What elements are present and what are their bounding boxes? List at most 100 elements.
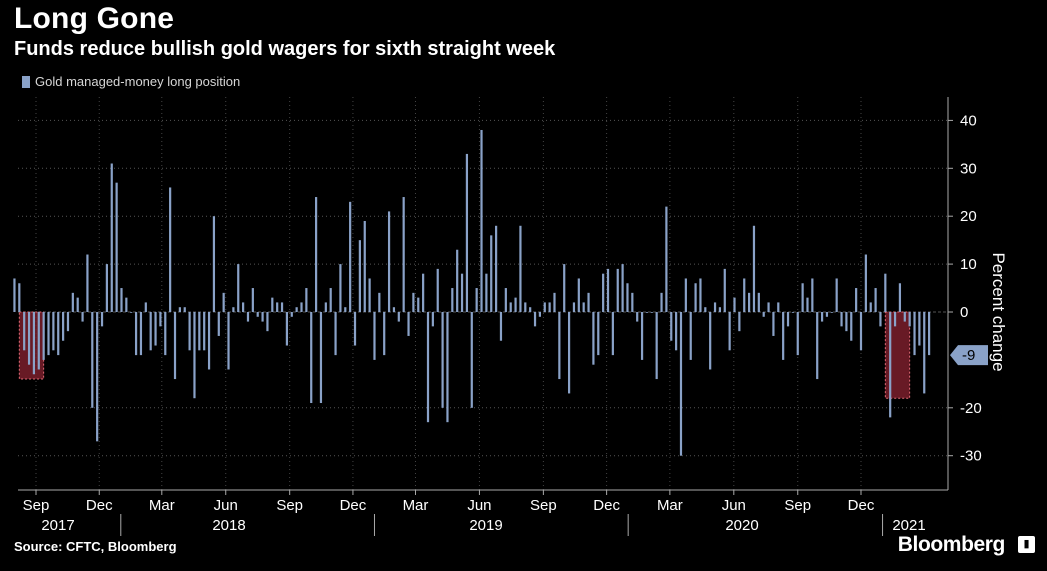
bar (855, 288, 858, 312)
bar (514, 297, 517, 312)
bar (684, 278, 687, 312)
x-tick-label: Sep (23, 497, 50, 514)
bar (665, 206, 668, 312)
bar (558, 312, 561, 380)
x-tick-label: Dec (340, 497, 367, 514)
year-label: 2019 (469, 517, 502, 534)
grid (18, 97, 948, 490)
bar (173, 312, 177, 380)
axes: 40 30 20 10 0 -20 -30 -9 Percent change Sep Dec Mar… (18, 97, 1008, 536)
bar (139, 312, 143, 356)
bar (567, 312, 571, 394)
chart-title: Long Gone (14, 2, 175, 35)
bar (198, 312, 201, 351)
bar (733, 297, 736, 312)
y-tick-label: -30 (960, 448, 982, 465)
bar (850, 312, 853, 341)
year-label: 2021 (892, 517, 925, 534)
bar (358, 240, 361, 312)
bar (37, 312, 40, 370)
bar (465, 153, 469, 312)
bar (869, 302, 872, 312)
bar (334, 312, 337, 356)
bar (679, 312, 683, 456)
bar (441, 312, 444, 408)
bar (913, 312, 916, 356)
bar (884, 273, 887, 312)
bar (777, 302, 780, 312)
bar (582, 302, 585, 312)
bar (319, 312, 323, 404)
bar (830, 312, 833, 313)
bar (446, 312, 449, 423)
bar (713, 302, 717, 312)
bar (495, 225, 498, 312)
bar (762, 312, 765, 317)
bar (130, 312, 133, 313)
bar (183, 307, 186, 312)
bar (689, 312, 692, 360)
chart-subtitle: Funds reduce bullish gold wagers for six… (14, 38, 556, 60)
chart-icon: ▮ (1018, 536, 1035, 553)
bar (412, 292, 415, 312)
bar (704, 307, 707, 312)
bar (879, 312, 882, 327)
x-tick-label: Sep (784, 497, 811, 514)
bar (217, 312, 220, 336)
bar (504, 288, 507, 312)
bar (378, 292, 381, 312)
bar (27, 312, 31, 365)
bar (845, 312, 848, 332)
bar (485, 273, 488, 312)
bar (480, 129, 483, 312)
bar (227, 312, 230, 370)
bar (490, 235, 493, 312)
bar (606, 268, 610, 312)
bar (709, 312, 712, 370)
bar (636, 312, 639, 322)
bar (105, 264, 108, 312)
bar (120, 288, 123, 312)
bar (256, 312, 259, 317)
bar (631, 292, 634, 312)
bar (212, 216, 216, 312)
bar (86, 254, 89, 312)
bar (460, 273, 464, 312)
bar (353, 312, 357, 346)
bar (154, 312, 157, 346)
x-tick-label: Jun (467, 497, 491, 514)
bar (392, 307, 396, 312)
bar (373, 312, 376, 360)
bar (782, 312, 785, 360)
bar (300, 302, 303, 312)
bar (18, 283, 21, 312)
bar (280, 302, 284, 312)
bar (655, 312, 658, 380)
bar (816, 312, 819, 380)
legend: Gold managed-money long position (22, 74, 240, 89)
bar (529, 307, 532, 312)
bar (602, 273, 605, 312)
bar (397, 312, 400, 322)
bar (426, 312, 430, 423)
bar (908, 312, 911, 327)
bar (188, 312, 191, 351)
bar (475, 288, 478, 312)
bar (110, 163, 113, 312)
bloomberg-logo: Bloomberg (897, 533, 1006, 556)
bar (344, 307, 347, 312)
bar (431, 312, 434, 327)
bar (310, 312, 313, 404)
bar (538, 312, 541, 317)
latest-value-callout (950, 345, 988, 366)
bar (772, 312, 775, 336)
bar (903, 312, 906, 322)
bar (524, 302, 527, 312)
bar (349, 201, 352, 312)
bar (32, 312, 36, 375)
bar (728, 312, 731, 351)
bar (519, 225, 522, 312)
legend-label: Gold managed-money long position (35, 74, 241, 89)
x-tick-label: Mar (149, 497, 175, 514)
bar (859, 312, 863, 351)
